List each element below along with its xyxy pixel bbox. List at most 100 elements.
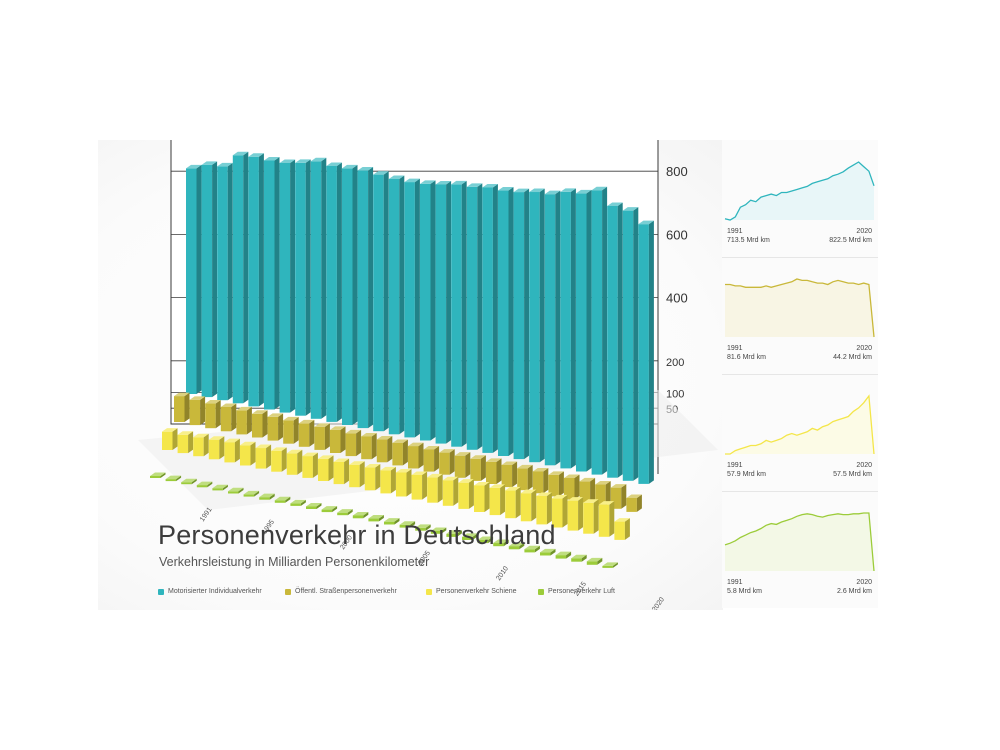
sparkline-end-value: 2.6 Mrd km [836, 588, 872, 595]
bar-2-20-top [474, 481, 490, 486]
bar-0-15-top [420, 180, 436, 184]
bar-2-9-front [302, 456, 313, 478]
bar-3-12-front [337, 512, 348, 516]
bar-2-14-side [390, 466, 396, 494]
legend-swatch [538, 588, 544, 595]
bar-3-20-front [462, 536, 473, 540]
sparkline-start-year: 1991 [727, 228, 743, 235]
sparkline-start-year: 1991 [727, 345, 743, 352]
bar-3-0-top [150, 472, 166, 476]
bar-2-27 [583, 499, 599, 534]
bar-3-7-front [259, 497, 270, 500]
bar-0-2-front [217, 166, 228, 401]
bar-1-15-top [408, 442, 424, 447]
bar-0-12-side [383, 171, 389, 432]
main-3d-bar-chart: 1000800600400200100501991199520002005201… [138, 140, 718, 610]
bar-0-25-front [576, 193, 587, 472]
bar-0-16-top [435, 180, 452, 185]
bar-2-11-side [344, 458, 350, 485]
bar-1-4-side [246, 406, 252, 435]
bar-1-7-front [283, 420, 294, 444]
chart-subtitle: Verkehrsleistung in Milliarden Personenk… [159, 555, 430, 569]
bar-1-11-front [345, 433, 357, 457]
bar-0-16 [435, 180, 452, 444]
bar-2-0-top [162, 428, 178, 432]
bar-1-13 [376, 436, 393, 463]
bar-0-19 [482, 183, 498, 453]
bar-3-4-side [222, 484, 228, 491]
bar-0-13-front [388, 178, 400, 435]
bar-0-11-top [357, 167, 374, 171]
bar-1-10-top [330, 426, 346, 430]
bar-2-26-side [578, 497, 584, 531]
bar-0-3-side [243, 151, 249, 404]
bar-1-7 [283, 416, 299, 444]
bar-2-15 [396, 468, 412, 497]
bar-0-15-front [420, 183, 431, 441]
bar-0-28 [622, 207, 639, 481]
bar-3-16-side [410, 521, 416, 528]
sparkline-end-value: 44.2 Mrd km [833, 354, 872, 361]
bar-2-0-front [162, 431, 173, 450]
bar-3-25 [540, 548, 556, 556]
bar-0-14-front [404, 182, 415, 438]
bar-2-22-front [505, 490, 516, 519]
bar-1-0-front [174, 396, 185, 422]
bar-3-3 [196, 481, 213, 488]
bar-0-28-top [622, 207, 639, 211]
bar-2-28-top [598, 501, 615, 505]
bar-1-20-top [486, 458, 502, 462]
bar-1-5-top [252, 410, 268, 414]
bar-3-17-top [415, 524, 431, 528]
bar-1-25-top [564, 474, 580, 479]
bar-0-10 [342, 164, 358, 425]
bar-0-4-front [248, 156, 259, 407]
bar-2-28-side [609, 501, 615, 537]
bar-0-6-top [279, 159, 296, 163]
bar-3-21-top [477, 536, 494, 540]
bar-0-9-top [326, 162, 342, 166]
bar-3-22-front [493, 543, 504, 547]
sparkline-area [725, 513, 874, 571]
bar-0-1 [201, 161, 218, 398]
sparkline-end-year: 2020 [856, 579, 872, 586]
bar-1-4-front [236, 410, 247, 435]
bar-3-3-side [207, 481, 213, 488]
bar-0-4-top [248, 153, 264, 157]
bar-1-3-front [220, 406, 232, 432]
bar-3-4-front [212, 488, 223, 491]
bar-3-21-side [488, 536, 494, 544]
bar-2-4-front [224, 442, 235, 463]
bar-0-7-front [295, 162, 306, 416]
bar-2-1-front [177, 434, 189, 454]
sparkline-start-value: 81.6 Mrd km [727, 354, 766, 361]
bar-2-14-top [380, 466, 396, 471]
bar-3-24-top [524, 545, 540, 550]
bar-2-7-side [281, 447, 287, 472]
bar-1-29-side [636, 494, 642, 512]
bar-0-22-side [539, 188, 545, 463]
bar-1-9-front [314, 426, 325, 450]
bar-3-0 [150, 472, 166, 478]
bar-3-10-front [306, 506, 317, 509]
bar-0-3-top [232, 151, 249, 156]
bar-0-23-top [544, 190, 561, 195]
bar-2-8-front [286, 453, 298, 475]
bar-3-20-side [472, 533, 478, 540]
bar-3-11-top [321, 506, 338, 510]
sparkline-start-value: 5.8 Mrd km [727, 588, 763, 595]
bar-2-5-front [240, 445, 251, 466]
bar-2-0 [162, 428, 178, 450]
bar-2-23-front [520, 493, 532, 522]
bar-3-2-top [181, 478, 197, 483]
bar-2-22 [505, 486, 521, 519]
bar-2-19-side [468, 479, 474, 509]
bar-1-27 [595, 481, 611, 506]
y-tick-label: 600 [666, 227, 688, 242]
bar-2-15-side [406, 468, 412, 497]
bar-1-6-top [267, 413, 284, 417]
bar-2-24-side [546, 492, 552, 525]
bar-3-27 [571, 554, 587, 562]
bar-2-18-top [442, 476, 459, 481]
bar-1-14-top [392, 439, 408, 443]
